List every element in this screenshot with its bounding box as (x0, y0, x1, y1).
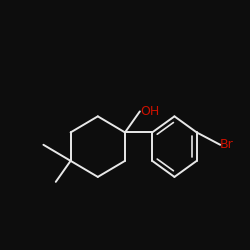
Text: Br: Br (220, 138, 234, 151)
Text: OH: OH (140, 105, 159, 118)
